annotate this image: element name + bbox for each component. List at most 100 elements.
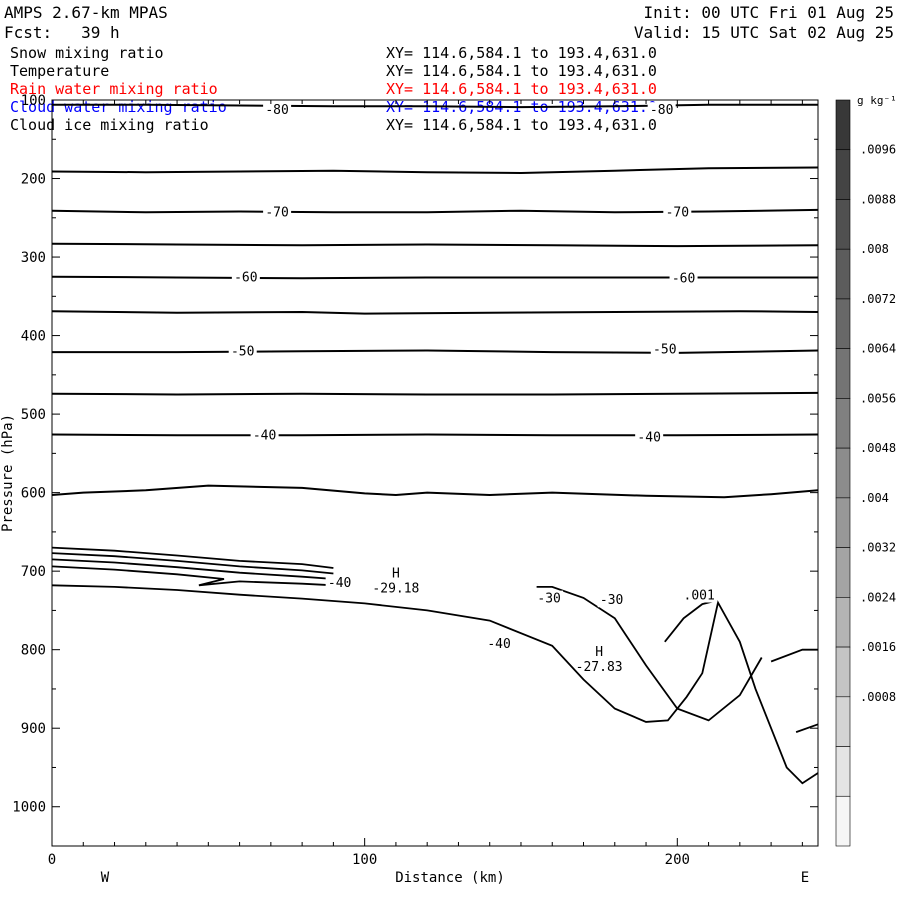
model-title: AMPS 2.67-km MPAS [4, 3, 168, 22]
colorbar-swatch [835, 497, 851, 548]
colorbar-tick-label: .0096 [860, 143, 896, 157]
contour-label-bg [650, 341, 679, 357]
colorbar-swatch [835, 447, 851, 499]
isotherm-line [52, 349, 819, 354]
contour-label: -50 [653, 343, 676, 358]
field-name-rain: Rain water mixing ratio [10, 80, 218, 98]
contour-label-bg [635, 429, 664, 445]
field-name-temperature: Temperature [10, 62, 110, 80]
y-tick-label: 700 [21, 564, 46, 580]
cloud-contour-line [51, 546, 334, 569]
field-xy-snow: XY= 114.6,584.1 to 193.4,631.0 [386, 44, 657, 62]
contour-label-bg [597, 592, 626, 608]
x-end-label-west: W [101, 870, 110, 886]
isotherm-line [52, 103, 818, 109]
contour-label-bg [647, 102, 676, 118]
x-tick-label: 0 [48, 852, 56, 868]
isotherm-line [51, 242, 819, 248]
colorbar-tick-label: .0056 [860, 391, 896, 405]
field-xy-rain: XY= 114.6,584.1 to 193.4,631.0 [386, 80, 657, 98]
contour-label-bg [485, 636, 514, 652]
cloud-contours [51, 546, 334, 587]
colorbar-tick-label: .0008 [860, 690, 896, 704]
plot-frame [51, 99, 819, 847]
isotherm-contours [51, 103, 819, 499]
contour-label-bg [250, 427, 279, 443]
y-tick-label: 400 [21, 329, 46, 345]
contour-label: -60 [672, 271, 695, 286]
y-tick-label: 500 [21, 407, 46, 423]
colorbar-swatch [835, 298, 851, 349]
contour-label: -80 [265, 103, 288, 118]
extremum-symbol: H [392, 566, 400, 581]
contour-label: -40 [637, 431, 660, 446]
colorbar-tick-label: .0032 [860, 541, 896, 555]
colorbar-tick-label: .004 [860, 491, 889, 505]
y-axis-label: Pressure (hPa) [0, 414, 16, 532]
extremum-value: -27.83 [576, 660, 623, 675]
colorbar-swatch [835, 795, 851, 847]
terrain-contour-line [770, 648, 818, 663]
contour-label: -50 [231, 344, 254, 359]
colorbar-swatch [835, 646, 851, 698]
colorbar-swatch [835, 99, 851, 151]
init-time: Init: 00 UTC Fri 01 Aug 25 [643, 3, 894, 22]
colorbar-swatch [835, 149, 851, 200]
isotherm-line [51, 484, 819, 499]
colorbar-tick-label: .0088 [860, 192, 896, 206]
terrain-contour-line [536, 586, 763, 722]
isotherm-line [51, 310, 819, 315]
colorbar-tick-label: .008 [860, 242, 889, 256]
colorbar-tick-label: .0072 [860, 292, 896, 306]
x-tick-label: 200 [665, 852, 690, 868]
colorbar-tick-label: .0016 [860, 640, 896, 654]
colorbar: .0096 .0088 .008 .0072 .0064 .0056 .0048 .004 .0… [835, 94, 897, 847]
terrain-contour-line [51, 584, 819, 785]
colorbar-tick-label: .0048 [860, 441, 896, 455]
contour-label: -40 [253, 428, 276, 443]
field-name-cloud-water: Cloud water mixing ratio [10, 98, 227, 116]
axes: 100 200 300 400 500 600 700 800 900 1000 0 100 200 Di… [0, 93, 818, 886]
extremum-value: -29.18 [372, 581, 419, 596]
colorbar-swatch [835, 398, 851, 449]
colorbar-swatch [835, 248, 851, 300]
contour-label: -60 [234, 270, 257, 285]
contour-label-bg [535, 590, 564, 606]
colorbar-unit: g kg⁻¹ [857, 94, 897, 107]
cloud-contour-line [51, 565, 334, 587]
contour-label-bg [663, 204, 692, 220]
colorbar-swatch [835, 746, 851, 797]
terrain-contour-line [664, 600, 716, 643]
field-xy-cloud-ice: XY= 114.6,584.1 to 193.4,631.0 [386, 116, 657, 134]
cloud-contour-line [51, 558, 334, 580]
contour-label-bg [228, 343, 257, 359]
contour-label: -80 [650, 103, 673, 118]
contour-label: -30 [537, 592, 560, 607]
y-tick-label: 200 [21, 172, 46, 188]
contour-label: -30 [600, 593, 623, 608]
x-end-label-east: E [801, 870, 809, 886]
contour-label-bg [325, 574, 354, 590]
field-name-cloud-ice: Cloud ice mixing ratio [10, 116, 209, 134]
colorbar-tick-label: .0064 [860, 342, 896, 356]
isotherm-line [51, 391, 819, 396]
contour-label: -70 [265, 205, 288, 220]
contour-label-bg [263, 102, 292, 118]
y-tick-label: 300 [21, 250, 46, 266]
forecast-hour: Fcst: 39 h [4, 23, 120, 42]
y-tick-label: 100 [21, 93, 46, 109]
colorbar-swatch [835, 696, 851, 747]
contour-label: -40 [328, 576, 351, 591]
field-xy-temperature: XY= 114.6,584.1 to 193.4,631.0 [386, 62, 657, 80]
terrain-contour-line [795, 723, 819, 733]
isotherm-line [51, 208, 819, 214]
colorbar-swatch [835, 547, 851, 598]
colorbar-swatch [835, 348, 851, 399]
terrain-contours [51, 584, 819, 785]
contour-label: .001 [684, 589, 715, 604]
contour-label-bg [231, 269, 260, 285]
extremum-symbol: H [595, 645, 603, 660]
isotherm-line [51, 275, 818, 280]
contour-label-bg [681, 587, 718, 603]
